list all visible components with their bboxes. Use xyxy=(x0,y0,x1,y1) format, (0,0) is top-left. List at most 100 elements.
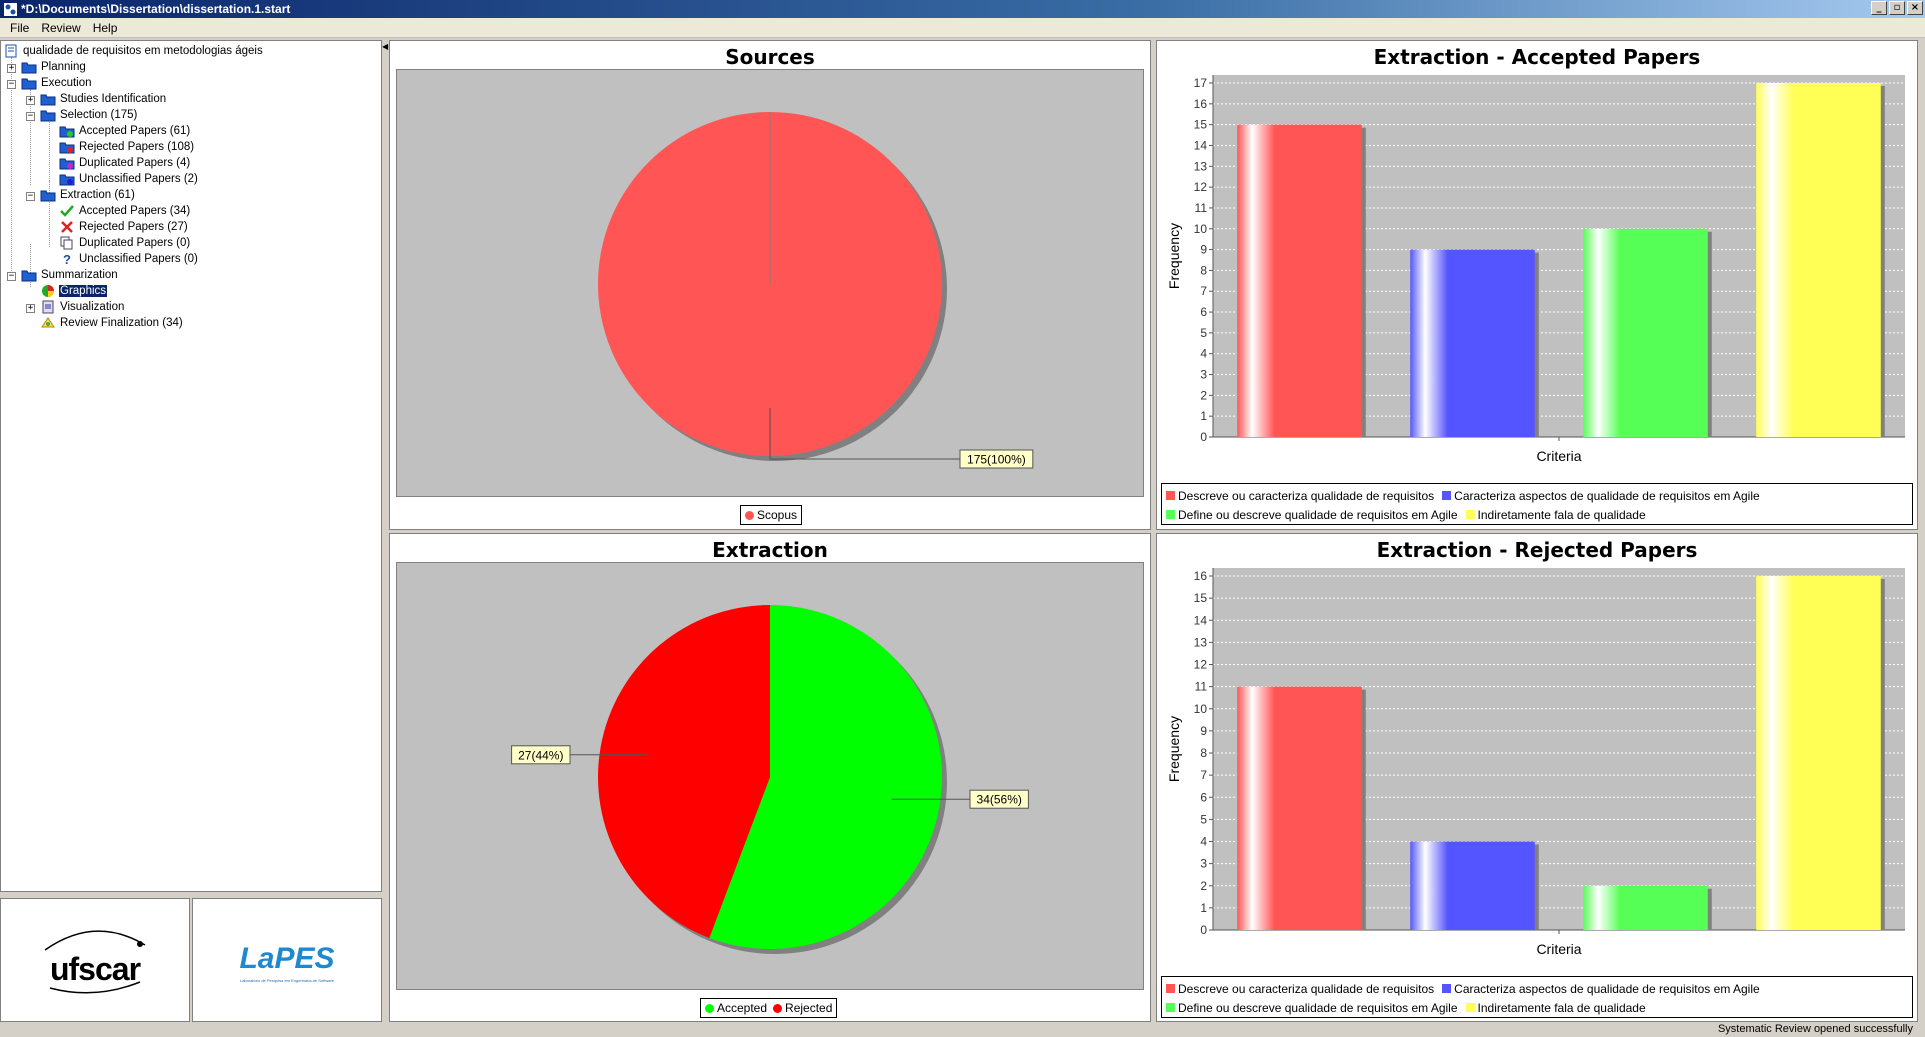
tree-item-selection-duplicated[interactable]: Duplicated Papers (4) xyxy=(59,155,191,171)
finalization-icon xyxy=(40,316,56,330)
legend-swatch xyxy=(1442,984,1452,993)
tree-item-planning[interactable]: Planning xyxy=(21,59,87,75)
rejected-legend: Descreve ou caracteriza qualidade de req… xyxy=(1161,976,1913,1018)
accepted-ytick-label: 7 xyxy=(1200,284,1207,298)
legend-label-scopus: Scopus xyxy=(757,508,798,522)
tree-item-graphics[interactable]: Graphics xyxy=(40,283,109,299)
accepted-ytick-label: 4 xyxy=(1200,347,1207,361)
accepted-ytick-label: 2 xyxy=(1200,388,1207,402)
expand-planning-icon[interactable]: + xyxy=(7,63,16,73)
rejected-ytick-label: 10 xyxy=(1194,702,1208,716)
expand-visualization-icon[interactable]: + xyxy=(26,303,35,313)
collapse-summarization-icon[interactable]: − xyxy=(7,271,16,281)
extraction-chart-title: Extraction xyxy=(712,538,828,562)
legend-label: Define ou descreve qualidade de requisit… xyxy=(1178,1000,1458,1015)
tree-item-selection[interactable]: Selection (175) xyxy=(40,107,138,123)
tree-item-studies-identification[interactable]: Studies Identification xyxy=(40,91,167,107)
legend-label: Descreve ou caracteriza qualidade de req… xyxy=(1178,981,1435,996)
accepted-bar-1 xyxy=(1237,124,1362,437)
collapse-selection-icon[interactable]: − xyxy=(26,111,35,121)
tree-item-extraction[interactable]: Extraction (61) xyxy=(40,187,136,203)
legend-item-descreve: Descreve ou caracteriza qualidade de req… xyxy=(1166,489,1434,503)
maximize-button[interactable]: ▫ xyxy=(1889,1,1905,15)
svg-text:34(56%): 34(56%) xyxy=(977,793,1022,807)
accepted-ytick-label: 1 xyxy=(1200,409,1207,423)
tree-item-selection-rejected[interactable]: Rejected Papers (108) xyxy=(59,139,195,155)
accepted-xlabel: Criteria xyxy=(1536,448,1581,464)
tree-item-execution[interactable]: Execution xyxy=(21,75,93,91)
rejected-bar-4 xyxy=(1756,576,1881,930)
legend-swatch xyxy=(1166,984,1175,993)
tree-item-selection-accepted[interactable]: Accepted Papers (61) xyxy=(59,123,191,139)
accepted-ytick-label: 5 xyxy=(1200,326,1207,340)
rejected-ytick-label: 8 xyxy=(1200,746,1207,760)
folder-duplicated-icon xyxy=(59,156,75,170)
folder-open-icon xyxy=(21,76,37,90)
rejected-ytick-label: 4 xyxy=(1200,835,1207,849)
accepted-bar-3 xyxy=(1583,228,1708,437)
review-icon xyxy=(3,44,19,58)
collapse-arrow-icon[interactable]: ◀ xyxy=(382,42,389,51)
menu-file[interactable]: File xyxy=(10,20,30,35)
tree-item-extraction-unclassified[interactable]: ? Unclassified Papers (0) xyxy=(59,251,199,267)
rejected-ytick-label: 13 xyxy=(1194,635,1208,649)
folder-open-icon xyxy=(40,108,56,122)
legend-item-indiretamente: Indiretamente fala de qualidade xyxy=(1465,1001,1646,1015)
folder-accepted-icon xyxy=(59,124,75,138)
legend-item-indiretamente: Indiretamente fala de qualidade xyxy=(1465,508,1646,522)
pie-chart-icon xyxy=(40,284,56,298)
extraction-pie-svg: 34(56%) 27(44%) xyxy=(511,605,1029,954)
tree-item-extraction-duplicated[interactable]: Duplicated Papers (0) xyxy=(59,235,191,251)
expand-studies-icon[interactable]: + xyxy=(26,95,35,105)
review-tree[interactable]: qualidade de requisitos em metodologias … xyxy=(0,40,382,892)
legend-label: Descreve ou caracteriza qualidade de req… xyxy=(1178,488,1435,503)
tree-item-review-finalization[interactable]: Review Finalization (34) xyxy=(40,315,184,331)
tree-item-summarization[interactable]: Summarization xyxy=(21,267,119,283)
rejected-bar-1 xyxy=(1237,686,1362,930)
menu-review[interactable]: Review xyxy=(41,20,81,35)
accepted-ytick-label: 0 xyxy=(1200,430,1207,444)
tree-item-extraction-accepted[interactable]: Accepted Papers (34) xyxy=(59,203,191,219)
legend-swatch xyxy=(745,510,754,520)
splitter[interactable]: ◀ xyxy=(382,38,388,1028)
sources-chart-title: Sources xyxy=(725,45,815,69)
sources-legend: Scopus xyxy=(740,505,803,525)
collapse-extraction-icon[interactable]: − xyxy=(26,191,35,201)
accepted-bar-4 xyxy=(1756,83,1881,437)
folder-unclassified-icon xyxy=(59,172,75,186)
menu-bar: File Review Help xyxy=(0,18,1925,38)
legend-item-scopus: Scopus xyxy=(745,508,797,522)
tree-root[interactable]: qualidade de requisitos em metodologias … xyxy=(3,43,264,59)
check-icon xyxy=(59,204,75,218)
accepted-ytick-label: 12 xyxy=(1194,180,1208,194)
tree-item-extraction-rejected[interactable]: Rejected Papers (27) xyxy=(59,219,189,235)
rejected-xlabel: Criteria xyxy=(1536,941,1581,957)
legend-label: Caracteriza aspectos de qualidade de req… xyxy=(1454,981,1760,996)
tree-item-visualization[interactable]: Visualization xyxy=(40,299,125,315)
rejected-chart-title: Extraction - Rejected Papers xyxy=(1376,538,1698,562)
folder-rejected-icon xyxy=(59,140,75,154)
rejected-ytick-label: 7 xyxy=(1200,768,1207,782)
legend-swatch xyxy=(705,1003,714,1013)
rejected-ytick-label: 2 xyxy=(1200,879,1207,893)
legend-label-rejected: Rejected xyxy=(785,1001,833,1015)
rejected-ytick-label: 1 xyxy=(1200,901,1207,915)
tree-item-selection-unclassified[interactable]: Unclassified Papers (2) xyxy=(59,171,199,187)
legend-item-rejected: Rejected xyxy=(773,1001,832,1015)
legend-label: Define ou descreve qualidade de requisit… xyxy=(1178,507,1458,522)
svg-text:?: ? xyxy=(63,252,71,266)
accepted-ytick-label: 14 xyxy=(1194,138,1208,152)
copy-icon xyxy=(59,236,75,250)
minimize-button[interactable]: _ xyxy=(1871,1,1887,15)
close-button[interactable]: × xyxy=(1907,1,1923,15)
legend-swatch xyxy=(1442,491,1452,500)
legend-item-caracteriza: Caracteriza aspectos de qualidade de req… xyxy=(1442,982,1760,996)
accepted-chart-title: Extraction - Accepted Papers xyxy=(1373,45,1701,69)
menu-help[interactable]: Help xyxy=(92,20,118,35)
rejected-ytick-label: 0 xyxy=(1200,923,1207,937)
rejected-ytick-label: 11 xyxy=(1195,680,1208,694)
accepted-ytick-label: 11 xyxy=(1195,201,1208,215)
lapes-logo-subtitle: Laboratório de Pesquisa em Engenharia de… xyxy=(240,978,335,983)
collapse-execution-icon[interactable]: − xyxy=(7,79,16,89)
